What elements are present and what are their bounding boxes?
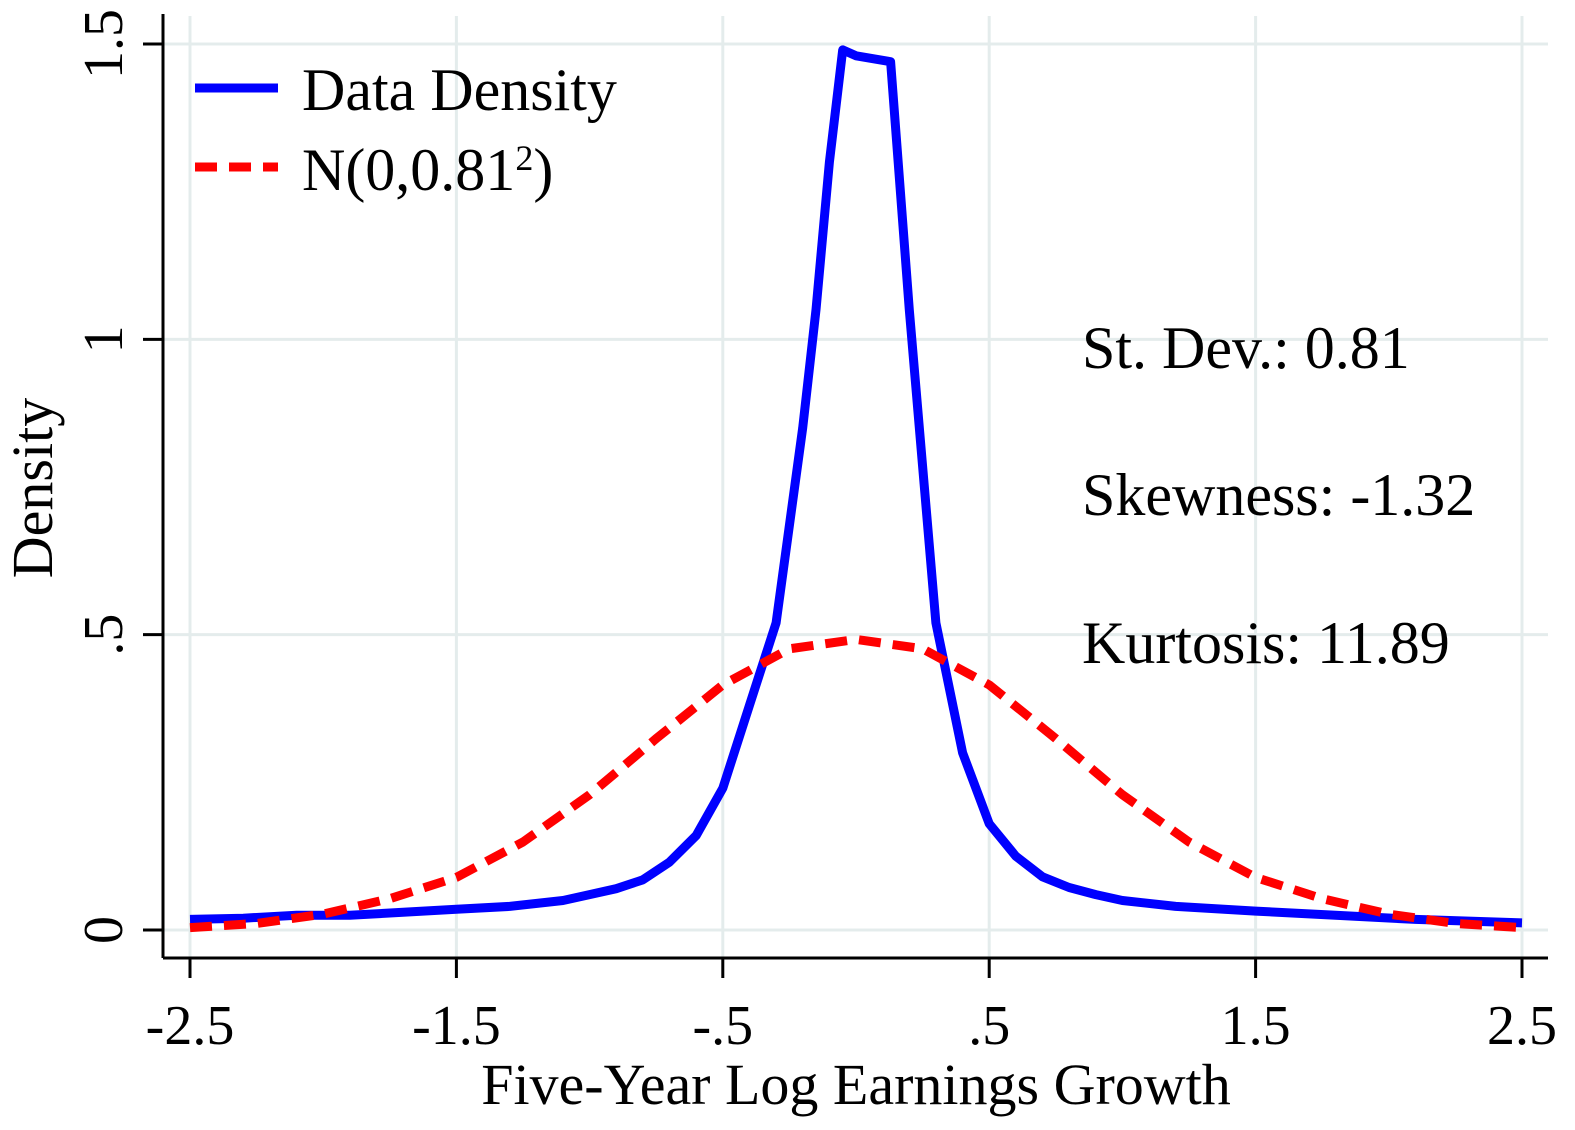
annotation-skewness: Skewness: -1.32 [1082,462,1475,528]
annotation-kurtosis: Kurtosis: 11.89 [1082,610,1450,676]
axes [143,14,1548,978]
x-axis-title: Five-Year Log Earnings Growth [481,1052,1231,1117]
x-tick-label-3: .5 [968,995,1010,1057]
annotation-st-dev: St. Dev.: 0.81 [1082,315,1410,381]
x-tick-label-5: 2.5 [1487,995,1557,1057]
grid-lines [163,16,1548,958]
y-axis-title: Density [0,398,65,578]
legend-normal-superscript: 2 [515,138,533,178]
tick-labels: -2.5 -1.5 -.5 .5 1.5 2.5 0 .5 1 1.5 [73,9,1557,1057]
legend-label-normal: N(0,0.812) [302,137,553,203]
legend-normal-suffix: ) [533,137,553,203]
series-lines [189,45,1523,933]
legend-normal-prefix: N(0,0.81 [302,137,515,203]
y-tick-label-1: .5 [73,614,135,656]
legend-label-data-density: Data Density [302,57,617,123]
legend: Data Density N(0,0.812) [195,57,617,203]
y-tick-label-3: 1.5 [73,9,135,79]
x-tick-label-0: -2.5 [146,995,235,1057]
y-tick-label-0: 0 [73,916,135,944]
series-line-normal-density [189,634,1523,933]
series-line-data-density [189,45,1523,928]
y-tick-label-2: 1 [73,325,135,353]
x-tick-label-4: 1.5 [1221,995,1291,1057]
x-tick-label-2: -.5 [692,995,753,1057]
x-tick-label-1: -1.5 [412,995,501,1057]
